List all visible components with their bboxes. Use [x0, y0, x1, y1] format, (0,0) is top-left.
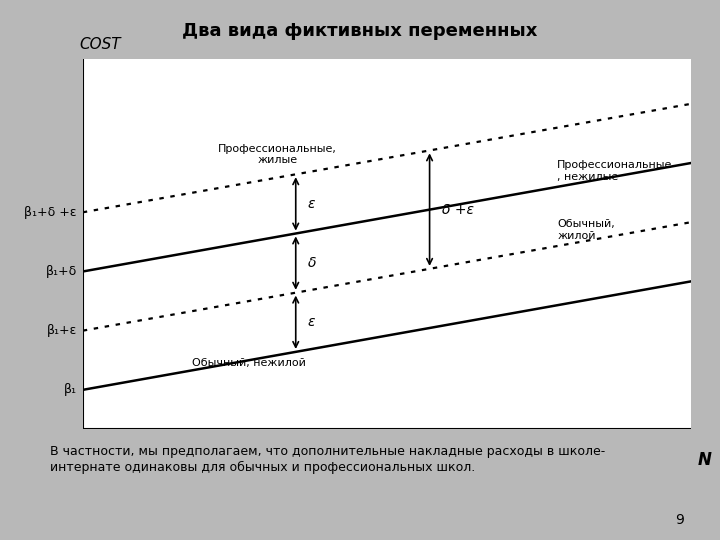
Text: Профессиональные,
жилые: Профессиональные, жилые	[218, 144, 337, 165]
Text: β₁+δ +ε: β₁+δ +ε	[24, 206, 77, 219]
Text: ε: ε	[308, 315, 315, 329]
Text: Обычный,
жилой: Обычный, жилой	[557, 219, 615, 241]
Text: 9: 9	[675, 512, 684, 526]
Text: δ +ε: δ +ε	[442, 202, 474, 217]
Text: Обычный, нежилой: Обычный, нежилой	[192, 358, 306, 368]
Text: В частности, мы предполагаем, что дополнительные накладные расходы в школе-
инте: В частности, мы предполагаем, что дополн…	[50, 446, 606, 474]
Text: ε: ε	[308, 197, 315, 211]
Text: N: N	[697, 451, 711, 469]
Text: Два вида фиктивных переменных: Два вида фиктивных переменных	[182, 22, 538, 40]
Text: Профессиональные
, нежилые: Профессиональные , нежилые	[557, 160, 672, 182]
Text: β₁+δ: β₁+δ	[45, 265, 77, 278]
Text: β₁: β₁	[63, 383, 77, 396]
Text: β₁+ε: β₁+ε	[47, 324, 77, 337]
Text: δ: δ	[308, 256, 316, 270]
Text: COST: COST	[80, 37, 122, 52]
